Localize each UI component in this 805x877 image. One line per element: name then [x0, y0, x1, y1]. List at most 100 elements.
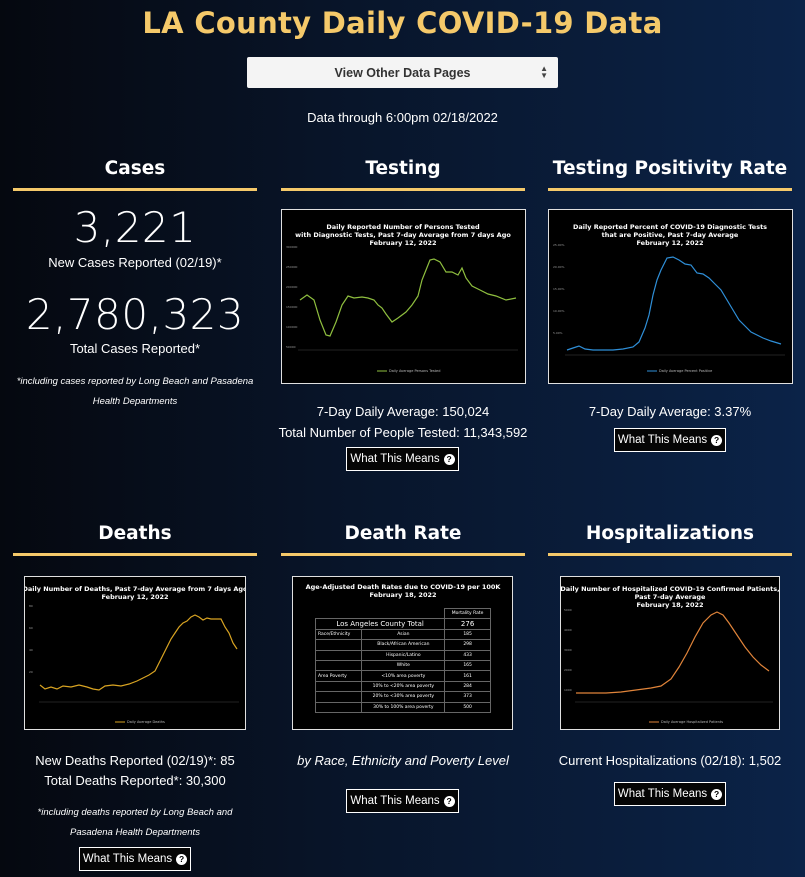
- testing-average: 7-Day Daily Average: 150,024: [316, 404, 490, 419]
- svg-text:50000: 50000: [286, 345, 296, 349]
- svg-text:40: 40: [29, 648, 33, 652]
- county-total-label: Los Angeles County Total: [314, 618, 446, 630]
- row-value: 433: [444, 649, 491, 661]
- positivity-title: Testing Positivity Rate: [552, 158, 788, 179]
- testing-legend: Daily Average Persons Tested: [389, 369, 440, 373]
- row-value: 500: [444, 701, 491, 713]
- positivity-rule: [548, 188, 792, 191]
- testing-chart-title-3: February 12, 2022: [369, 239, 436, 247]
- death-rate-button-label: What This Means: [350, 795, 440, 807]
- deaths-series-line: [39, 614, 238, 691]
- question-icon: ?: [443, 795, 455, 807]
- svg-text:2000: 2000: [564, 668, 572, 672]
- testing-total: Total Number of People Tested: 11,343,59…: [278, 425, 528, 440]
- positivity-what-this-means-button[interactable]: What This Means?: [614, 428, 726, 452]
- death-rate-chart-title-2: February 18, 2022: [369, 591, 436, 599]
- hospital-title: Hospitalizations: [585, 523, 755, 544]
- svg-text:3000: 3000: [564, 648, 572, 652]
- select-label: View Other Data Pages: [334, 65, 471, 80]
- table-row: Los Angeles County Total 276: [314, 618, 491, 630]
- deaths-chart-title-2: February 12, 2022: [101, 593, 168, 601]
- testing-rule: [281, 188, 525, 191]
- question-icon: ?: [711, 434, 723, 446]
- row-value: 161: [444, 670, 491, 682]
- select-arrows-icon: ▲ ▼: [540, 64, 548, 80]
- table-row: Hispanic/Latino 433: [314, 649, 491, 661]
- positivity-axis: 25.00% 20.00% 15.00% 10.00% 5.00%: [553, 243, 785, 356]
- total-cases-value: 2,780,323: [25, 290, 245, 339]
- testing-chart-title-2: with Diagnostic Tests, Past 7-day Averag…: [295, 231, 511, 239]
- table-row: Race/Ethnicity Asian 185: [314, 628, 491, 641]
- hospital-what-this-means-button[interactable]: What This Means?: [614, 782, 726, 806]
- hospital-legend: Daily Average Hospitalized Patients: [661, 720, 723, 724]
- svg-text:1000: 1000: [564, 688, 572, 692]
- cases-title: Cases: [104, 158, 166, 179]
- positivity-average: 7-Day Daily Average: 3.37%: [588, 404, 752, 419]
- new-cases-label: New Cases Reported (02/19)*: [48, 255, 222, 270]
- hospital-axis: 5000 4000 3000 2000 1000: [564, 608, 773, 703]
- death-rate-what-this-means-button[interactable]: What This Means?: [346, 789, 459, 813]
- svg-text:5000: 5000: [564, 608, 572, 612]
- cases-rule: [13, 188, 257, 191]
- question-icon: ?: [711, 788, 723, 800]
- row-label: 30% to 100% area poverty: [361, 701, 446, 713]
- positivity-chart-title-1: Daily Reported Percent of COVID-19 Diagn…: [573, 223, 767, 231]
- table-row: Mortality Rate: [316, 607, 491, 620]
- positivity-chart[interactable]: Daily Reported Percent of COVID-19 Diagn…: [548, 209, 793, 384]
- group-race: Race/Ethnicity: [314, 628, 363, 641]
- table-row: 10% to <20% area poverty 284: [314, 680, 491, 693]
- svg-text:10.00%: 10.00%: [553, 309, 565, 313]
- svg-text:20.00%: 20.00%: [553, 265, 565, 269]
- deaths-footnote: *including deaths reported by Long Beach…: [5, 803, 265, 843]
- row-label: Hispanic/Latino: [361, 649, 446, 661]
- svg-text:15.00%: 15.00%: [553, 287, 565, 291]
- hospital-rule: [548, 553, 792, 556]
- deaths-what-this-means-button[interactable]: What This Means?: [79, 847, 191, 871]
- row-label: Asian: [361, 628, 446, 641]
- total-cases-label: Total Cases Reported*: [69, 341, 201, 356]
- mortality-header: Mortality Rate: [444, 607, 491, 620]
- testing-chart[interactable]: Daily Reported Number of Persons Tested …: [281, 209, 526, 384]
- deaths-total: Total Deaths Reported*: 30,300: [44, 773, 226, 788]
- row-value: 185: [444, 628, 491, 641]
- death-rate-table-image[interactable]: Age-Adjusted Death Rates due to COVID-19…: [292, 576, 513, 730]
- hospital-chart-title-3: February 18, 2022: [636, 601, 703, 609]
- hospital-series-line: [576, 611, 770, 694]
- death-rate-rule: [281, 553, 525, 556]
- group-poverty: Area Poverty: [314, 670, 363, 682]
- table-row: Black/African American 298: [314, 639, 491, 651]
- hospital-chart[interactable]: Daily Number of Hospitalized COVID-19 Co…: [560, 576, 780, 730]
- table-row: White 165: [314, 659, 491, 672]
- question-icon: ?: [176, 853, 188, 865]
- data-pages-select[interactable]: View Other Data Pages ▲ ▼: [247, 57, 558, 88]
- row-label: Black/African American: [361, 639, 446, 651]
- svg-text:25.00%: 25.00%: [553, 243, 565, 247]
- testing-chart-title-1: Daily Reported Number of Persons Tested: [326, 223, 480, 231]
- question-icon: ?: [443, 453, 455, 465]
- deaths-footnote-line1: *including deaths reported by Long Beach…: [37, 807, 233, 818]
- testing-axis: 300000 250000 200000 150000 100000 50000: [286, 245, 518, 351]
- positivity-chart-title-2: that are Positive, Past 7-day Average: [602, 231, 739, 239]
- positivity-series-line: [566, 256, 782, 351]
- row-label: <10% area poverty: [361, 670, 446, 682]
- deaths-new: New Deaths Reported (02/19)*: 85: [35, 753, 235, 768]
- deaths-chart-title-1: Daily Number of Deaths, Past 7-day Avera…: [25, 585, 245, 593]
- cases-footnote: *including cases reported by Long Beach …: [5, 372, 265, 412]
- svg-text:80: 80: [29, 604, 33, 608]
- row-value: 373: [444, 691, 491, 703]
- deaths-chart[interactable]: Daily Number of Deaths, Past 7-day Avera…: [24, 576, 246, 730]
- cases-footnote-line1: *including cases reported by Long Beach …: [16, 376, 254, 387]
- testing-button-label: What This Means: [350, 453, 440, 465]
- table-row: 30% to 100% area poverty 500: [314, 701, 491, 713]
- new-cases-value: 3,221: [73, 203, 197, 252]
- deaths-button-label: What This Means: [82, 853, 173, 865]
- deaths-rule: [13, 553, 257, 556]
- death-rate-caption: by Race, Ethnicity and Poverty Level: [297, 753, 509, 768]
- county-total-value: 276: [444, 618, 491, 630]
- positivity-legend: Daily Average Percent Positive: [659, 369, 712, 373]
- testing-what-this-means-button[interactable]: What This Means?: [346, 447, 459, 471]
- deaths-title: Deaths: [98, 523, 172, 544]
- positivity-chart-title-3: February 12, 2022: [636, 239, 703, 247]
- table-row: 20% to <30% area poverty 373: [314, 691, 491, 703]
- svg-text:150000: 150000: [286, 305, 298, 309]
